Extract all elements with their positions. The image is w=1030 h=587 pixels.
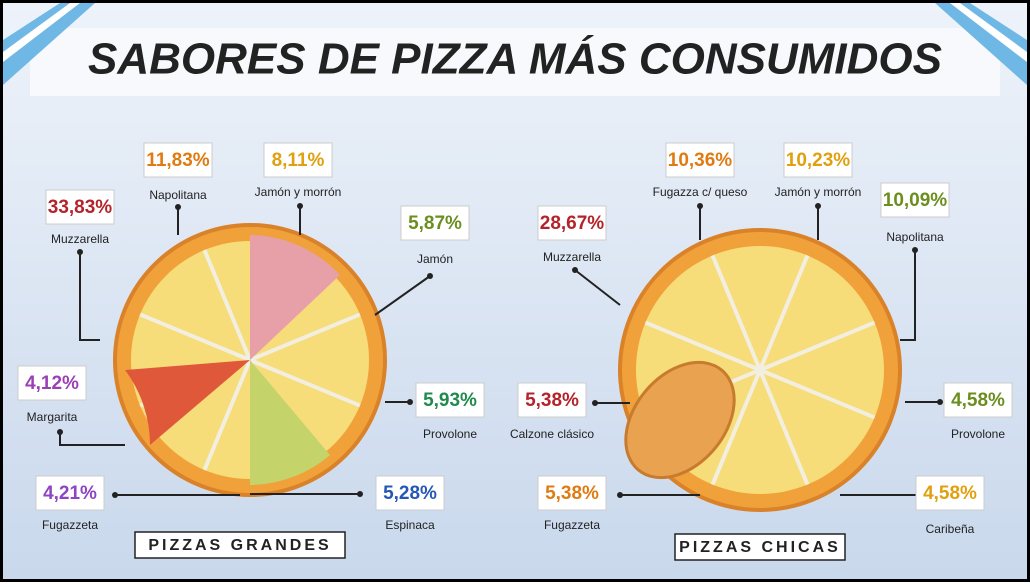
value-box	[415, 382, 485, 418]
value: 5,87%	[408, 213, 462, 234]
value: 5,38%	[525, 390, 579, 411]
value: 33,83%	[48, 197, 113, 218]
flavor-name: Caribeña	[926, 522, 975, 536]
slice-cut	[202, 249, 252, 361]
leader-dot	[937, 399, 943, 405]
leader-dot	[57, 429, 63, 435]
slice-cut	[710, 254, 762, 371]
panel-label-box	[674, 533, 846, 561]
flavor-name: Muzzarella	[51, 232, 109, 246]
spinach-slice	[250, 360, 330, 485]
leader-dot	[427, 273, 433, 279]
value-box	[783, 142, 853, 178]
value: 5,93%	[423, 390, 477, 411]
leader-line	[79, 252, 100, 341]
title: SABORES DE PIZZA MÁS CONSUMIDOS	[88, 34, 942, 84]
slice-cut	[759, 320, 876, 372]
value-box	[45, 189, 115, 225]
leader-dot	[77, 249, 83, 255]
value-box	[375, 475, 445, 511]
calzone	[624, 360, 736, 480]
value: 28,67%	[540, 213, 605, 234]
slice-cut	[249, 358, 361, 408]
value-box	[263, 142, 333, 178]
value: 4,21%	[43, 483, 97, 504]
flag-left-stripe	[3, 3, 80, 62]
flavor-name: Fugazzeta	[42, 518, 98, 532]
value-box	[915, 475, 985, 511]
leader-line	[374, 275, 431, 316]
ham-slice	[250, 235, 340, 360]
slice-cut	[759, 368, 876, 420]
flag-right-stripe	[950, 3, 1027, 62]
leader-dot	[697, 203, 703, 209]
slice-cut	[710, 369, 762, 486]
value: 4,58%	[923, 483, 977, 504]
value: 4,12%	[25, 373, 79, 394]
leader-dot	[592, 400, 598, 406]
flag-right	[935, 3, 1027, 85]
panel-label: PIZZAS GRANDES	[148, 537, 331, 554]
leader-dot	[815, 203, 821, 209]
value: 8,11%	[272, 150, 325, 171]
value: 11,83%	[146, 150, 209, 171]
flavor-name: Fugazzeta	[544, 518, 600, 532]
value-box	[17, 365, 87, 401]
pizzas	[113, 223, 902, 512]
value-box	[143, 142, 213, 178]
leader-dot	[617, 492, 623, 498]
value: 10,23%	[786, 150, 851, 171]
flavor-name: Jamón	[417, 252, 453, 266]
value-box	[943, 382, 1013, 418]
leader-dot	[912, 247, 918, 253]
flavor-name: Espinaca	[385, 518, 435, 532]
flavor-name: Jamón y morrón	[255, 185, 342, 199]
slice-cut	[249, 312, 361, 362]
flavor-name: Napolitana	[149, 188, 207, 202]
slice-cut	[758, 254, 810, 371]
flavor-name: Provolone	[423, 427, 477, 441]
value: 10,36%	[668, 150, 733, 171]
value-box	[400, 205, 470, 241]
leader-line	[574, 269, 621, 306]
leader-dot	[357, 491, 363, 497]
labels: PIZZAS GRANDES 33,83% Muzzarella 11,83% Napo…	[17, 142, 1013, 561]
value-box	[537, 475, 607, 511]
value-box	[517, 382, 587, 418]
flavor-name: Margarita	[27, 410, 78, 424]
slice-cut	[758, 369, 810, 486]
value-box	[35, 475, 105, 511]
flag-left	[3, 3, 95, 85]
flavor-name: Calzone clásico	[510, 427, 594, 441]
value-box	[665, 142, 735, 178]
flavor-name: Provolone	[951, 427, 1005, 441]
slice-cut	[202, 359, 252, 471]
leader-dot	[297, 203, 303, 209]
leader-dot	[175, 204, 181, 210]
leader-dot	[407, 399, 413, 405]
flavor-name: Muzzarella	[543, 250, 601, 264]
slice-cut	[644, 320, 761, 372]
value: 10,09%	[883, 190, 948, 211]
slice-cut	[139, 312, 251, 362]
value-box	[880, 182, 950, 218]
flavor-name: Jamón y morrón	[775, 185, 862, 199]
value: 5,38%	[545, 483, 599, 504]
panel-label: PIZZAS CHICAS	[679, 539, 841, 556]
leader-dot	[112, 492, 118, 498]
margarita-slice	[125, 360, 250, 445]
flavor-name: Napolitana	[886, 230, 944, 244]
value: 4,58%	[951, 390, 1005, 411]
leader-line	[900, 250, 916, 341]
leader-line	[59, 432, 125, 446]
flavor-name: Fugazza c/ queso	[653, 185, 748, 199]
title-banner	[30, 28, 1000, 96]
value-box	[537, 205, 607, 241]
leader-dot	[572, 267, 578, 273]
panel-label-box	[134, 531, 346, 559]
value: 5,28%	[383, 483, 437, 504]
